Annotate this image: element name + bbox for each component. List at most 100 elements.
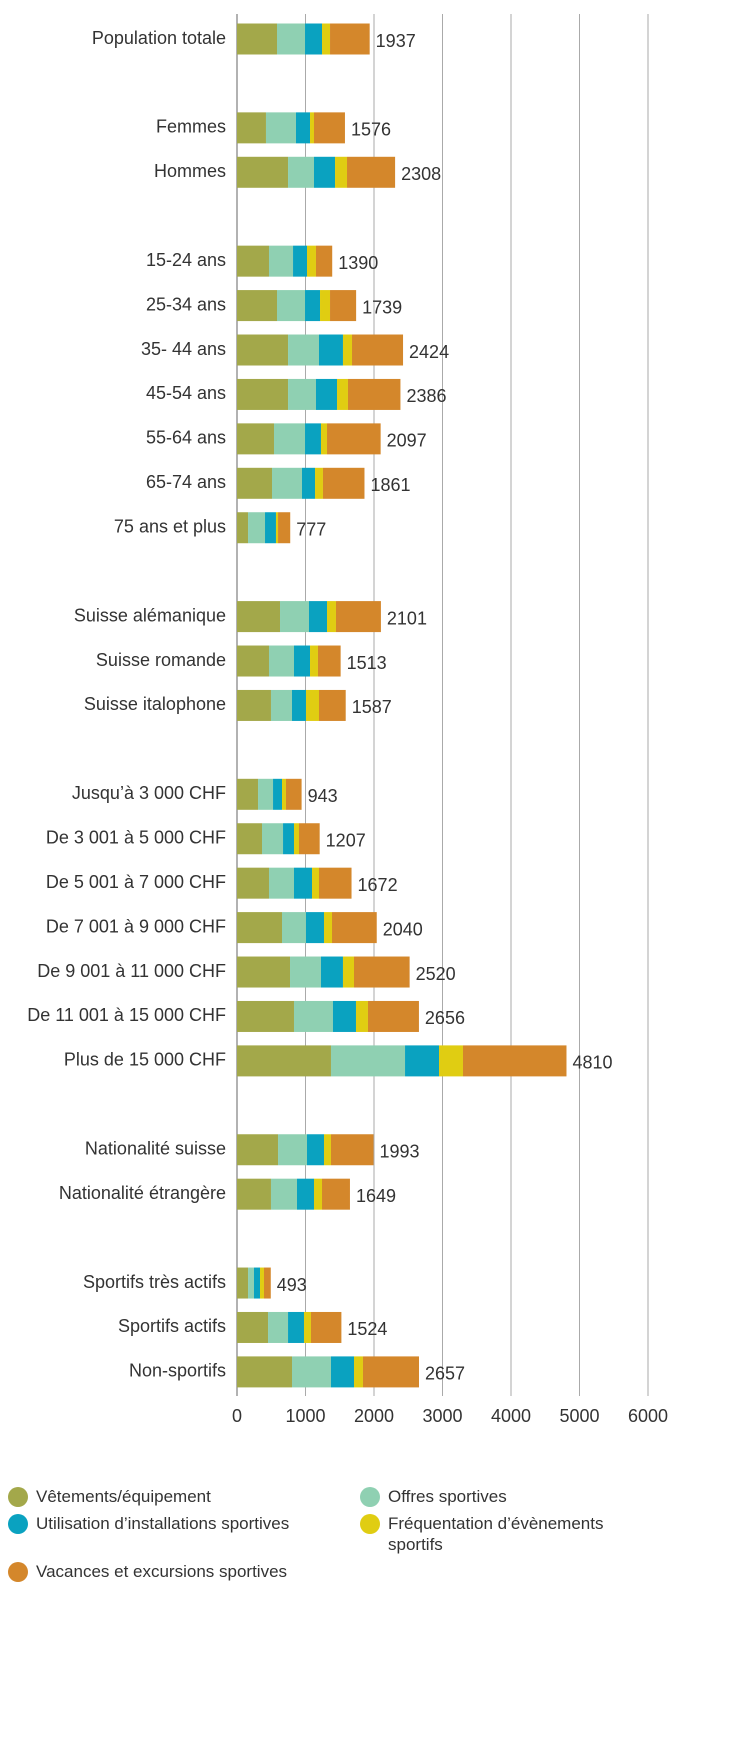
category-label: De 5 001 à 7 000 CHF (46, 872, 226, 892)
category-label: Suisse italophone (84, 694, 226, 714)
category-label: 55-64 ans (146, 428, 226, 448)
bar-segment (323, 912, 333, 944)
bar-segment (248, 512, 266, 544)
bar-segment (405, 1045, 440, 1077)
total-label: 493 (277, 1275, 307, 1295)
bar-segment (278, 512, 291, 544)
bar-segment (315, 378, 338, 410)
total-label: 777 (296, 519, 326, 539)
bar-segment (285, 778, 302, 810)
bar-segment (297, 1178, 314, 1210)
total-label: 2520 (416, 964, 456, 984)
bar-segment (237, 467, 273, 499)
total-label: 943 (308, 786, 338, 806)
bar-segment (315, 467, 323, 499)
bar-segment (237, 512, 249, 544)
total-label: 1861 (370, 475, 410, 495)
bar-segment (303, 1311, 311, 1343)
bar-segment (237, 912, 283, 944)
bar-segment (293, 867, 313, 899)
legend: Vêtements/équipement Offres sportives Util… (8, 1486, 708, 1582)
total-label: 1739 (362, 297, 402, 317)
bar-segment (293, 1000, 333, 1032)
chart: 0 1000 2000 3000 4000 5000 6000 Population tota… (27, 14, 668, 1426)
total-label: 2424 (409, 342, 449, 362)
legend-item: Vacances et excursions sportives (8, 1561, 360, 1582)
category-label: 35- 44 ans (141, 339, 226, 359)
bar-segment (258, 778, 274, 810)
bar-segment (322, 23, 331, 55)
bar-segment (335, 156, 348, 188)
bar-segment (298, 823, 320, 855)
bar-segment (282, 778, 286, 810)
bar-segment (313, 156, 336, 188)
bar-segment (277, 290, 306, 322)
bar-segment (320, 423, 328, 455)
bar-segment (362, 1356, 420, 1388)
legend-swatch (8, 1562, 28, 1582)
bar-segment (318, 689, 346, 721)
bar-segment (332, 1000, 356, 1032)
x-tick-label: 6000 (628, 1406, 668, 1426)
total-label: 1390 (338, 253, 378, 273)
bar-segment (293, 823, 299, 855)
legend-label: Vacances et excursions sportives (36, 1562, 288, 1581)
x-tick-label: 2000 (354, 1406, 394, 1426)
category-label: Suisse alémanique (74, 605, 226, 625)
x-tick-label: 1000 (285, 1406, 325, 1426)
bar-segment (318, 334, 343, 366)
bar-segment (305, 689, 319, 721)
total-label: 1672 (358, 875, 398, 895)
bar-segment (288, 378, 316, 410)
bar-segment (237, 245, 269, 277)
total-label: 1524 (347, 1319, 387, 1339)
total-label: 2308 (401, 164, 441, 184)
bar-segment (237, 1000, 294, 1032)
bar-segment (330, 1356, 354, 1388)
bar-segment (237, 867, 269, 899)
bar-segment (273, 423, 306, 455)
bar-segment (305, 423, 321, 455)
bar-segment (313, 112, 345, 144)
bar-segment (293, 245, 308, 277)
category-label: Plus de 15 000 CHF (64, 1050, 226, 1070)
bar-segment (268, 645, 294, 677)
legend-swatch (360, 1514, 380, 1534)
total-label: 2657 (425, 1364, 465, 1384)
bar-segment (272, 467, 303, 499)
bar-segment (237, 1134, 279, 1166)
x-tick-label: 4000 (491, 1406, 531, 1426)
legend-swatch (8, 1514, 28, 1534)
bar-segment (305, 23, 323, 55)
legend-item: Utilisation d’installations sportives (8, 1513, 360, 1555)
category-label: Non-sportifs (129, 1361, 226, 1381)
bar-segment (288, 334, 319, 366)
bar-segment (263, 1267, 271, 1299)
category-label: Sportifs actifs (118, 1316, 226, 1336)
bar-segment (237, 1356, 293, 1388)
category-label: Suisse romande (96, 650, 226, 670)
bar-segment (237, 956, 291, 988)
bar-segment (260, 1267, 264, 1299)
total-label: 2040 (383, 919, 423, 939)
total-label: 2386 (406, 386, 446, 406)
legend-label: Offres sportives (388, 1487, 507, 1506)
bar-segment (330, 1134, 374, 1166)
bar-segment (237, 23, 278, 55)
bar-segment (310, 645, 318, 677)
bar-segment (237, 645, 269, 677)
bar-segment (237, 823, 263, 855)
bar-segment (237, 112, 266, 144)
category-label: 25-34 ans (146, 294, 226, 314)
bar-segment (288, 1311, 304, 1343)
bar-segment (237, 334, 289, 366)
bar-segment (270, 1178, 298, 1210)
bar-segment (327, 601, 336, 633)
category-label: Nationalité étrangère (59, 1183, 226, 1203)
total-label: 1513 (347, 653, 387, 673)
legend-label: Fréquentation d’évènements sportifs (388, 1514, 604, 1554)
bar-segment (237, 689, 271, 721)
bar-segment (265, 112, 296, 144)
bar-segment (283, 823, 294, 855)
